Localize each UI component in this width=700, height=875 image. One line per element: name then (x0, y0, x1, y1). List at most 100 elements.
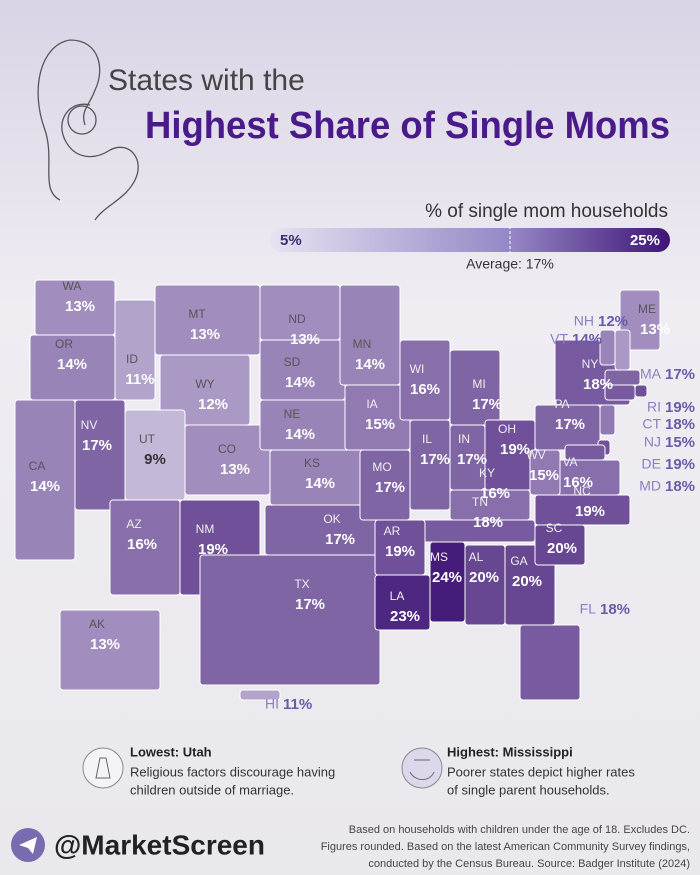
note-low (82, 747, 124, 789)
state (74, 399, 126, 511)
state-abbr: TN (472, 495, 488, 509)
state-value-label: 16% (127, 536, 157, 553)
state-abbr: MT (188, 307, 206, 321)
state-value-label: 13% (65, 298, 95, 315)
state (199, 554, 381, 686)
state-value-label: 16% (480, 485, 510, 502)
state-abbr: PA (554, 397, 569, 411)
state-abbr: CT (642, 416, 661, 432)
state-abbr: MS (430, 550, 448, 564)
state-abbr: MN (353, 337, 372, 351)
note-high (401, 747, 443, 789)
state-abbr: HI (265, 696, 279, 712)
state-value-label: 18% (473, 514, 503, 531)
state (239, 689, 281, 701)
state-value-label: 19% (500, 441, 530, 458)
state-value-label: 13% (290, 331, 320, 348)
note-heading: Lowest: Utah (130, 744, 212, 759)
state-value-label: 14% (30, 478, 60, 495)
state-abbr: AZ (126, 517, 141, 531)
state-value-label: 12% (598, 313, 628, 330)
state-value-label: 20% (469, 569, 499, 586)
state-abbr: NY (582, 357, 599, 371)
source-line: conducted by the Census Bureau. Source: … (368, 858, 690, 870)
state-value-label: 17% (665, 366, 695, 383)
state-value-label: 17% (375, 479, 405, 496)
state-value-label: 18% (665, 478, 695, 495)
state-abbr: WY (195, 377, 214, 391)
state (599, 329, 616, 366)
map (14, 279, 661, 701)
state-value-label: 13% (90, 636, 120, 653)
state-value-label: 15% (665, 434, 695, 451)
state-abbr: ND (288, 312, 306, 326)
state (154, 284, 261, 356)
state-abbr: WA (63, 279, 82, 293)
state-abbr: NJ (644, 434, 661, 450)
state-abbr: NH (574, 313, 594, 329)
mother-illustration (37, 39, 139, 221)
state-abbr: NE (284, 407, 301, 421)
state-value-label: 16% (563, 474, 593, 491)
state-abbr: AK (89, 617, 105, 631)
state-abbr: NV (81, 418, 98, 432)
legend-title: % of single mom households (425, 201, 668, 222)
source-line: Figures rounded. Based on the latest Ame… (321, 841, 690, 853)
state-abbr: AR (384, 524, 401, 538)
state-value-label: 9% (144, 451, 166, 468)
state-abbr: MO (372, 460, 391, 474)
legend-bar (270, 228, 670, 252)
state-abbr: CO (218, 442, 236, 456)
state (259, 339, 346, 401)
state-value-label: 14% (572, 331, 602, 348)
state-value-label: 20% (547, 540, 577, 557)
title-line1: States with the (108, 64, 305, 97)
telegram-plane (19, 837, 37, 854)
state-abbr: OK (323, 512, 340, 526)
state-abbr: ID (126, 352, 138, 366)
state-abbr: IL (422, 432, 432, 446)
state-value-label: 24% (432, 569, 462, 586)
state-abbr: FL (580, 601, 597, 617)
title-line2: Highest Share of Single Moms (145, 105, 670, 147)
state-value-label: 17% (457, 451, 487, 468)
state-abbr: VA (562, 455, 577, 469)
state (604, 384, 636, 401)
hands-icon (95, 757, 111, 779)
state-value-label: 14% (305, 475, 335, 492)
state (519, 624, 581, 701)
state-value-label: 13% (220, 461, 250, 478)
state-abbr: MA (640, 366, 662, 382)
state-value-label: 17% (555, 416, 585, 433)
state-abbr: KY (479, 466, 495, 480)
state-value-label: 20% (512, 573, 542, 590)
state-value-label: 19% (575, 503, 605, 520)
state-value-label: 19% (665, 456, 695, 473)
state-abbr: IA (366, 397, 377, 411)
state-abbr: WI (410, 362, 425, 376)
state-abbr: MI (472, 377, 485, 391)
state-abbr: GA (510, 554, 527, 568)
state (59, 609, 161, 691)
note-text: children outside of marriage. (130, 782, 294, 797)
note-icon (401, 747, 443, 789)
state (614, 329, 631, 371)
state-abbr: KS (304, 456, 320, 470)
state-value-label: 14% (285, 374, 315, 391)
state-value-label: 17% (420, 451, 450, 468)
note-text: Poorer states depict higher rates (447, 764, 635, 779)
state-abbr: VT (550, 331, 568, 347)
note-heading: Highest: Mississippi (447, 744, 573, 759)
state-abbr: OH (498, 422, 516, 436)
coins-icon (409, 759, 435, 780)
legend-min-label: 5% (280, 232, 302, 249)
state-value-label: 15% (365, 416, 395, 433)
state-value-label: 18% (665, 416, 695, 433)
state-abbr: CA (29, 459, 46, 473)
state-abbr: NC (573, 484, 591, 498)
state-value-label: 13% (190, 326, 220, 343)
note-text: of single parent households. (447, 782, 610, 797)
note-text: Religious factors discourage having (130, 764, 335, 779)
state-abbr: WV (526, 448, 545, 462)
state-abbr: DE (642, 456, 661, 472)
